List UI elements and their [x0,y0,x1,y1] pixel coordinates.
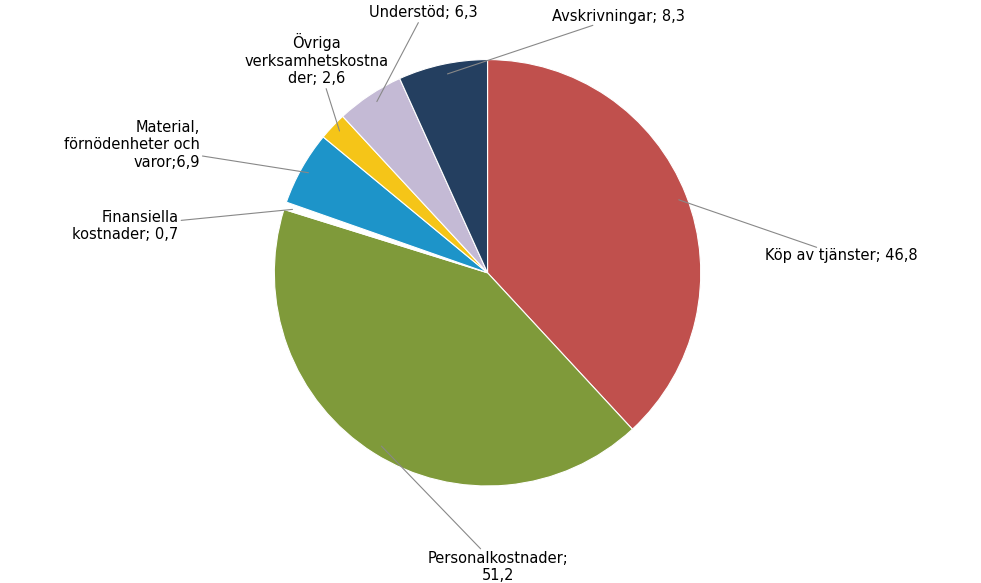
Wedge shape [286,137,488,273]
Wedge shape [488,59,700,429]
Text: Avskrivningar; 8,3: Avskrivningar; 8,3 [447,9,685,74]
Wedge shape [275,209,633,486]
Wedge shape [342,79,488,273]
Text: Material,
förnödenheter och
varor;6,9: Material, förnödenheter och varor;6,9 [64,120,308,173]
Wedge shape [323,117,488,273]
Text: Understöd; 6,3: Understöd; 6,3 [369,5,478,101]
Wedge shape [284,202,488,273]
Text: Finansiella
kostnader; 0,7: Finansiella kostnader; 0,7 [73,209,292,242]
Wedge shape [399,59,488,273]
Text: Köp av tjänster; 46,8: Köp av tjänster; 46,8 [679,200,917,264]
Text: Personalkostnader;
51,2: Personalkostnader; 51,2 [382,446,569,583]
Text: Övriga
verksamhetskostna
der; 2,6: Övriga verksamhetskostna der; 2,6 [245,33,389,131]
